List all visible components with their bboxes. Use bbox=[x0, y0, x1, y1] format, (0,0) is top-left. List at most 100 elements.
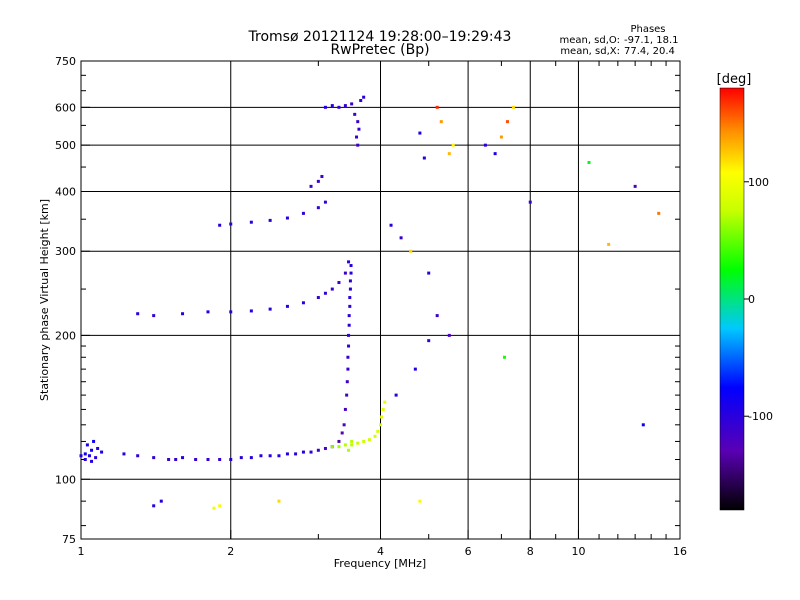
y-tick-label: 400 bbox=[55, 185, 76, 198]
data-point bbox=[348, 287, 352, 291]
data-point bbox=[439, 120, 443, 124]
data-point bbox=[347, 448, 351, 452]
data-point bbox=[347, 333, 351, 337]
data-point bbox=[350, 102, 354, 106]
x-axis-label: Frequency [MHz] bbox=[334, 557, 426, 570]
data-point bbox=[239, 456, 243, 460]
data-point bbox=[218, 504, 222, 508]
data-point bbox=[268, 454, 272, 458]
y-tick-label: 600 bbox=[55, 101, 76, 114]
data-point bbox=[347, 323, 351, 327]
data-point bbox=[323, 446, 327, 450]
data-point bbox=[502, 355, 506, 359]
data-point bbox=[136, 312, 140, 316]
data-point bbox=[167, 457, 171, 461]
data-point bbox=[152, 314, 156, 318]
data-point bbox=[346, 367, 350, 371]
y-tick-label: 500 bbox=[55, 139, 76, 152]
y-tick-label: 300 bbox=[55, 245, 76, 258]
y-tick-label: 750 bbox=[55, 55, 76, 68]
data-point bbox=[357, 127, 361, 131]
data-point bbox=[301, 211, 305, 215]
data-point bbox=[330, 287, 334, 291]
data-point bbox=[362, 95, 366, 99]
data-point bbox=[337, 445, 341, 449]
data-point bbox=[285, 216, 289, 220]
data-point bbox=[389, 223, 393, 227]
data-point bbox=[347, 260, 351, 264]
data-point bbox=[422, 156, 426, 160]
data-point bbox=[607, 242, 611, 246]
data-point bbox=[122, 452, 126, 456]
data-point bbox=[152, 504, 156, 508]
data-point bbox=[309, 184, 313, 188]
data-point bbox=[259, 454, 263, 458]
chart-title: Tromsø 20121124 19:28:00–19:29:43 bbox=[248, 29, 512, 45]
data-point bbox=[323, 105, 327, 109]
data-point bbox=[350, 443, 354, 447]
data-point bbox=[343, 407, 347, 411]
data-point bbox=[483, 143, 487, 147]
data-point bbox=[90, 448, 94, 452]
x-tick-label: 8 bbox=[527, 545, 534, 558]
data-point bbox=[337, 105, 341, 109]
data-point bbox=[657, 211, 661, 215]
data-point bbox=[323, 200, 327, 204]
data-point bbox=[367, 438, 371, 442]
data-point bbox=[493, 152, 497, 156]
data-point bbox=[316, 179, 320, 183]
data-point bbox=[447, 333, 451, 337]
data-point bbox=[174, 457, 178, 461]
data-point bbox=[277, 454, 281, 458]
data-point bbox=[340, 431, 344, 435]
y-tick-label: 100 bbox=[55, 473, 76, 486]
data-point bbox=[285, 452, 289, 456]
data-point bbox=[218, 223, 222, 227]
data-point bbox=[418, 499, 422, 503]
x-tick-label: 1 bbox=[78, 545, 85, 558]
data-point bbox=[435, 105, 439, 109]
data-point bbox=[316, 448, 320, 452]
y-tick-label: 200 bbox=[55, 329, 76, 342]
data-point bbox=[633, 184, 637, 188]
data-point bbox=[96, 446, 100, 450]
axis-ticks: 1 2 4 6 8 10 16 75 100 200 300 400 500 600 750 bbox=[55, 55, 687, 558]
colorbar-tick-label: 100 bbox=[748, 176, 769, 189]
x-tick-label: 10 bbox=[571, 545, 585, 558]
data-point bbox=[587, 160, 591, 164]
colorbar-tick-label: -100 bbox=[748, 410, 773, 423]
data-point bbox=[92, 439, 96, 443]
data-point bbox=[346, 355, 350, 359]
data-point bbox=[85, 443, 89, 447]
data-point bbox=[330, 104, 334, 108]
grid-lines bbox=[81, 61, 680, 539]
data-point bbox=[337, 439, 341, 443]
data-point bbox=[359, 99, 363, 103]
data-point bbox=[83, 457, 87, 461]
data-point bbox=[348, 304, 352, 308]
data-point bbox=[409, 249, 413, 253]
data-point bbox=[528, 200, 532, 204]
data-point bbox=[330, 445, 334, 449]
data-point bbox=[249, 456, 253, 460]
data-point bbox=[505, 120, 509, 124]
data-point bbox=[641, 423, 645, 427]
colorbar-tick-label: 0 bbox=[748, 293, 755, 306]
data-point bbox=[316, 206, 320, 210]
data-point bbox=[152, 456, 156, 460]
data-point bbox=[355, 135, 359, 139]
data-point bbox=[301, 450, 305, 454]
data-point bbox=[249, 220, 253, 224]
data-point bbox=[394, 393, 398, 397]
data-point bbox=[350, 439, 354, 443]
data-point bbox=[356, 441, 360, 445]
data-point bbox=[268, 307, 272, 311]
data-point bbox=[194, 457, 198, 461]
data-point bbox=[499, 135, 503, 139]
data-point bbox=[229, 457, 233, 461]
data-point bbox=[383, 400, 387, 404]
data-point bbox=[347, 314, 351, 318]
data-point bbox=[447, 152, 451, 156]
data-point bbox=[343, 104, 347, 108]
x-tick-label: 6 bbox=[465, 545, 472, 558]
